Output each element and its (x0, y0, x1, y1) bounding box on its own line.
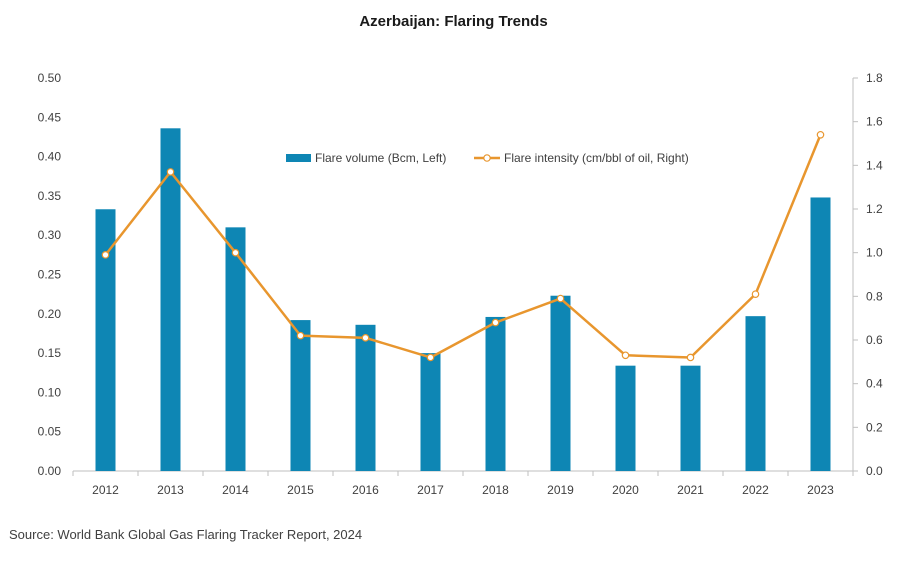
bar-2013 (160, 128, 181, 471)
intensity-point-2021 (686, 353, 695, 362)
bar-2012 (95, 209, 116, 471)
right-tick-label: 0.4 (866, 377, 883, 391)
intensity-point-2017 (426, 353, 435, 362)
x-tick-label: 2022 (742, 483, 769, 497)
x-tick-label: 2018 (482, 483, 509, 497)
x-tick-label: 2015 (287, 483, 314, 497)
bar-2016 (355, 324, 376, 471)
right-y-axis: 0.0 0.2 0.4 0.6 0.8 1.0 1.2 1.4 1.6 1.8 (852, 71, 883, 478)
intensity-line (104, 134, 822, 359)
bar-2023 (810, 197, 831, 472)
bar-2014 (225, 227, 246, 471)
bar-2015 (290, 320, 311, 471)
x-tick-label: 2014 (222, 483, 249, 497)
left-tick-label: 0.25 (38, 268, 62, 282)
bar-2022 (745, 316, 766, 471)
left-tick-label: 0.30 (38, 228, 62, 242)
x-tick-label: 2017 (417, 483, 444, 497)
left-tick-label: 0.10 (38, 385, 62, 399)
legend-marker-intensity (483, 154, 491, 162)
right-tick-label: 1.6 (866, 115, 883, 129)
x-tick-label: 2012 (92, 483, 119, 497)
bar-series (95, 128, 831, 472)
intensity-point-2019 (556, 294, 565, 303)
intensity-point-2022 (751, 290, 760, 298)
left-tick-label: 0.05 (38, 425, 62, 439)
bar-2020 (615, 365, 636, 471)
line-series (101, 130, 825, 362)
left-tick-label: 0.40 (38, 150, 62, 164)
x-tick-label: 2021 (677, 483, 704, 497)
x-tick-label: 2019 (547, 483, 574, 497)
left-tick-label: 0.20 (38, 307, 62, 321)
bar-2018 (485, 316, 506, 471)
bar-2017 (420, 353, 441, 471)
source-note: Source: World Bank Global Gas Flaring Tr… (9, 527, 363, 542)
x-tick-label: 2023 (807, 483, 834, 497)
legend-label-intensity: Flare intensity (cm/bbl of oil, Right) (504, 151, 689, 165)
left-y-axis: 0.00 0.05 0.10 0.15 0.20 0.25 0.30 0.35 0.40 0.45… (38, 71, 62, 478)
left-tick-label: 0.50 (38, 71, 62, 85)
right-tick-label: 0.8 (866, 289, 883, 303)
left-tick-label: 0.45 (38, 110, 62, 124)
left-tick-label: 0.00 (38, 464, 62, 478)
x-tick-label: 2016 (352, 483, 379, 497)
chart-plot: 0.00 0.05 0.10 0.15 0.20 0.25 0.30 0.35 0.40 0.45… (38, 71, 883, 497)
right-tick-label: 1.2 (866, 202, 883, 216)
legend: Flare volume (Bcm, Left) Flare intensity … (286, 151, 689, 165)
intensity-point-2012 (101, 251, 110, 259)
intensity-point-2018 (491, 318, 500, 327)
right-tick-label: 0.2 (866, 420, 883, 434)
right-tick-label: 1.0 (866, 246, 883, 260)
x-tick-label: 2020 (612, 483, 639, 497)
legend-swatch-volume (286, 154, 311, 162)
legend-label-volume: Flare volume (Bcm, Left) (315, 151, 446, 165)
bar-2019 (550, 295, 571, 471)
x-tick-label: 2013 (157, 483, 184, 497)
intensity-point-2020 (621, 351, 630, 360)
intensity-point-2016 (361, 334, 370, 342)
right-tick-label: 1.4 (866, 158, 883, 172)
bar-2021 (680, 365, 701, 471)
left-tick-label: 0.35 (38, 189, 62, 203)
left-tick-label: 0.15 (38, 346, 62, 360)
chart-title: Azerbaijan: Flaring Trends (359, 13, 548, 30)
intensity-point-2014 (231, 248, 240, 257)
right-tick-label: 1.8 (866, 71, 883, 85)
intensity-point-2015 (296, 331, 305, 340)
intensity-point-2023 (816, 130, 825, 139)
right-tick-label: 0.6 (866, 333, 883, 347)
x-axis: 2012 2013 2014 2015 2016 2017 2018 2019 2020 2021… (72, 470, 854, 497)
right-tick-label: 0.0 (866, 464, 883, 478)
intensity-point-2013 (166, 168, 175, 176)
